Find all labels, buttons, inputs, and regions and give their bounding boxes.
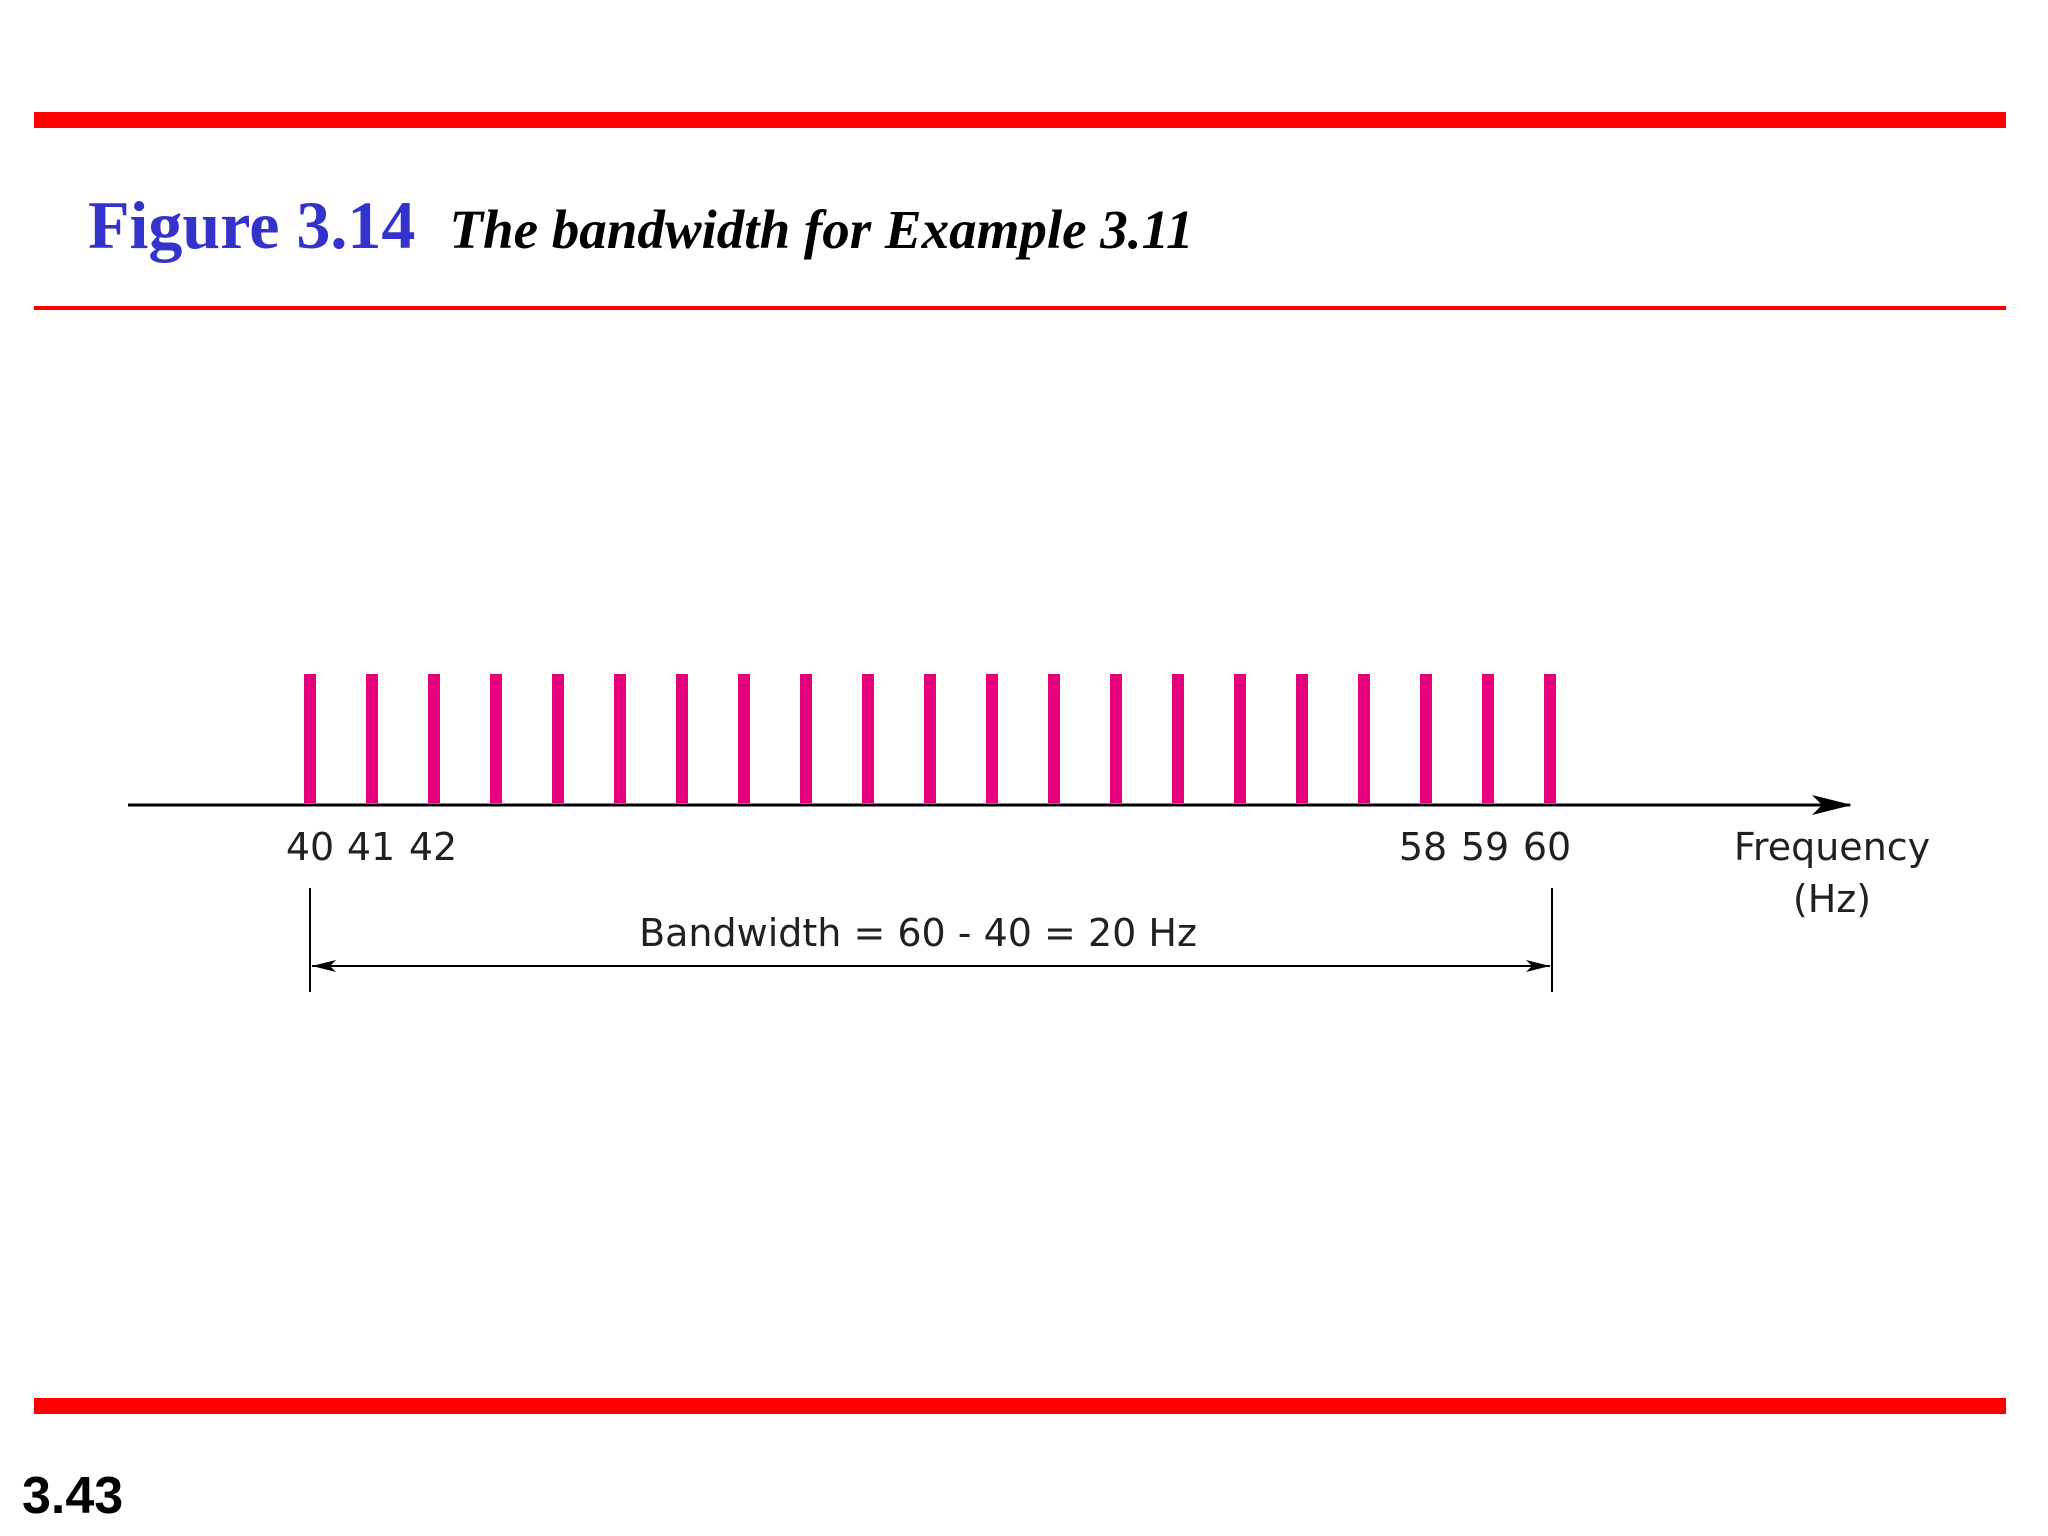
- tick-label-40: 40: [286, 825, 334, 869]
- spectrum-line-58hz: [1420, 674, 1432, 803]
- figure-number: Figure 3.14: [88, 187, 416, 263]
- spectrum-line-52hz: [1048, 674, 1060, 803]
- spectrum-line-44hz: [552, 674, 564, 803]
- spectrum-lines: [304, 674, 1556, 803]
- spectrum-line-42hz: [428, 674, 440, 803]
- tick-label-59: 59: [1461, 825, 1509, 869]
- figure-caption: The bandwidth for Example 3.11: [449, 199, 1194, 260]
- figure-title: Figure 3.14 The bandwidth for Example 3.1…: [88, 186, 1194, 265]
- tick-label-60: 60: [1523, 825, 1571, 869]
- axis-label-frequency: Frequency: [1734, 825, 1930, 869]
- spectrum-line-49hz: [862, 674, 874, 803]
- spectrum-line-51hz: [986, 674, 998, 803]
- spectrum-line-43hz: [490, 674, 502, 803]
- spectrum-line-48hz: [800, 674, 812, 803]
- spectrum-line-59hz: [1482, 674, 1494, 803]
- title-underline-rule: [34, 306, 2006, 310]
- spectrum-line-53hz: [1110, 674, 1122, 803]
- spectrum-line-40hz: [304, 674, 316, 803]
- spectrum-line-45hz: [614, 674, 626, 803]
- bottom-red-rule: [34, 1398, 2006, 1414]
- spectrum-line-60hz: [1544, 674, 1556, 803]
- spectrum-line-55hz: [1234, 674, 1246, 803]
- spectrum-line-47hz: [738, 674, 750, 803]
- page-number: 3.43: [22, 1467, 124, 1525]
- spectrum-line-54hz: [1172, 674, 1184, 803]
- tick-label-42: 42: [409, 825, 457, 869]
- axis-label-unit: (Hz): [1793, 877, 1871, 921]
- spectrum-line-41hz: [366, 674, 378, 803]
- spectrum-line-57hz: [1358, 674, 1370, 803]
- tick-label-41: 41: [347, 825, 395, 869]
- tick-label-58: 58: [1399, 825, 1447, 869]
- bandwidth-label: Bandwidth = 60 - 40 = 20 Hz: [639, 911, 1197, 955]
- spectrum-line-56hz: [1296, 674, 1308, 803]
- top-red-rule: [34, 112, 2006, 128]
- spectrum-line-50hz: [924, 674, 936, 803]
- spectrum-line-46hz: [676, 674, 688, 803]
